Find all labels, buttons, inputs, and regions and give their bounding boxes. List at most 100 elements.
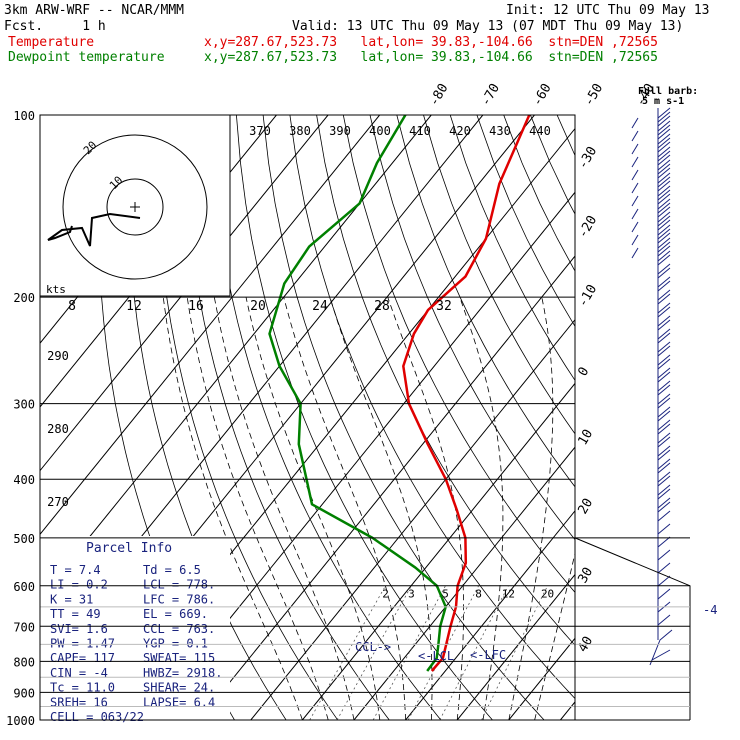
barb-flag [657, 371, 671, 383]
barb-flag [657, 497, 671, 509]
barb-flag [657, 549, 671, 561]
theta-label-top-3: 400 [369, 124, 391, 138]
barb-flag [657, 237, 671, 249]
barb-flag-left [631, 234, 639, 246]
barb-flag [657, 250, 671, 262]
dry-adiabat-390 [476, 115, 575, 327]
barb-flag-left [631, 117, 639, 129]
sounding-lines [268, 115, 531, 672]
parcel-info-title: Parcel Info [86, 541, 172, 556]
barb-flag [657, 315, 671, 327]
isotherm-label-9: 10 [575, 427, 596, 448]
isotherm-30 [508, 637, 575, 720]
theta-label-top-0: 370 [249, 124, 271, 138]
barb-flag [657, 146, 671, 158]
parcel-info-right-8: SHEAR= 24. [143, 681, 215, 695]
dry-adiabat-330 [316, 115, 575, 646]
barb-flag [657, 180, 671, 192]
barb-flag [657, 319, 671, 331]
barb-flag [657, 614, 671, 626]
barb-flag [657, 345, 671, 357]
wind-barbs [631, 107, 673, 666]
theta-label-top-2: 390 [329, 124, 351, 138]
mixing-ratio-label-2: 2 [382, 587, 389, 600]
parcel-info-right-4: CCL = 763. [143, 622, 215, 636]
pressure-label-600: 600 [13, 580, 35, 594]
barb-flag [657, 536, 671, 548]
barb-flag [657, 211, 671, 223]
barb-flag [657, 128, 671, 140]
isotherm-label-6: -20 [575, 213, 600, 241]
isotherm--100 [40, 115, 329, 472]
lfc-marker: <-LFC [470, 648, 506, 662]
barb-flag [657, 423, 671, 435]
hodograph-ring-outer [62, 134, 208, 280]
pressure-label-500: 500 [13, 532, 35, 546]
side-annotation: -4 [703, 603, 717, 617]
barb-flag [657, 263, 671, 275]
barb-flag [657, 410, 671, 422]
barb-flag [657, 150, 671, 162]
init-time: Init: 12 UTC Thu 09 May 13 [506, 3, 710, 18]
barb-flag [657, 224, 671, 236]
barb-flag [657, 488, 671, 500]
isotherm-label-10: 20 [575, 496, 596, 517]
barb-flag [657, 193, 671, 205]
barb-flag [657, 133, 671, 145]
parcel-info-left-7: CIN = -4 [50, 666, 108, 680]
moist-adiabat-10 [283, 296, 406, 720]
barb-flag [657, 380, 671, 392]
isotherm--10 [302, 382, 575, 720]
barb-flag [657, 293, 671, 305]
barb-flag [657, 141, 671, 153]
barb-flag-left [631, 169, 639, 181]
parcel-info-right-2: LFC = 786. [143, 592, 215, 606]
isotherm-20 [456, 573, 575, 720]
barb-flag [657, 510, 671, 522]
barb-flag [657, 397, 671, 409]
parcel-info-panel: Parcel Info T = 7.4 Td = 6.5 LI = 0.2 LCL = … [40, 536, 230, 724]
parcel-info-left-9: SREH= 16 [50, 695, 108, 709]
theta-label-top-7: 440 [529, 124, 551, 138]
theta-label-left-0: 290 [47, 349, 69, 363]
theta-label-top-5: 420 [449, 124, 471, 138]
barb-flag [657, 154, 671, 166]
mixing-ratio-label-3: 3 [408, 587, 415, 600]
mixing-ratio-label-8: 8 [475, 587, 482, 600]
parcel-info-right-1: LCL = 778. [143, 578, 215, 592]
isotherm-label-2: -60 [530, 81, 555, 109]
hodograph-speed-label-3: 20 [250, 299, 266, 314]
pressure-label-100: 100 [13, 109, 35, 123]
barb-legend-line2: 5 m s-1 [642, 96, 684, 107]
dry-adiabat-450 [637, 115, 740, 720]
isotherm-0 [353, 446, 575, 720]
barb-flag [657, 306, 671, 318]
barb-flag [657, 124, 671, 136]
temperature-legend-label: Temperature [8, 35, 95, 50]
barb-flag [657, 159, 671, 171]
dry-adiabat-400 [503, 115, 575, 272]
valid-time: Valid: 13 UTC Thu 09 May 13 (07 MDT Thu … [292, 19, 684, 34]
ccl-marker: CCL-> [355, 640, 391, 654]
theta-label-top-6: 430 [489, 124, 511, 138]
barb-legend-line1: Full barb: [638, 86, 698, 97]
parcel-info-left-2: K = 31 [50, 592, 93, 606]
hodograph-speed-label-2: 16 [188, 299, 204, 314]
pressure-label-1000: 1000 [6, 714, 35, 728]
pressure-label-200: 200 [13, 291, 35, 305]
dewpoint-legend-label: Dewpoint temperature [8, 50, 165, 65]
barb-flag [657, 358, 671, 370]
isotherm-label-0: -80 [427, 81, 452, 109]
isotherm-label-5: -30 [575, 144, 600, 172]
barb-flag-left [631, 182, 639, 194]
parcel-info-right-9: LAPSE= 6.4 [143, 695, 215, 709]
barb-flag [657, 471, 671, 483]
isotherm-40 [560, 701, 575, 720]
moist-adiabat-30 [508, 297, 554, 720]
isotherm--90 [40, 115, 381, 536]
parcel-info-right-7: HWBZ= 2918. [143, 666, 222, 680]
barb-flag [657, 107, 671, 119]
barb-flag [657, 172, 671, 184]
